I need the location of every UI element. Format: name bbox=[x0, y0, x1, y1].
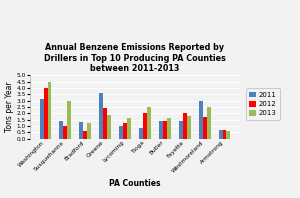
Bar bbox=[68, 101, 71, 139]
Bar bbox=[59, 121, 63, 139]
Bar bbox=[99, 93, 103, 139]
Legend: 2011, 2012, 2013: 2011, 2012, 2013 bbox=[246, 88, 280, 120]
Bar bbox=[159, 121, 163, 139]
Bar bbox=[167, 118, 171, 139]
Bar bbox=[218, 130, 223, 139]
Bar bbox=[123, 123, 127, 139]
Bar bbox=[44, 88, 47, 139]
Bar bbox=[103, 108, 107, 139]
Bar bbox=[40, 99, 44, 139]
Bar bbox=[223, 130, 226, 139]
Bar bbox=[179, 122, 183, 139]
Bar bbox=[143, 113, 147, 139]
Bar bbox=[83, 131, 87, 139]
Bar bbox=[199, 101, 203, 139]
X-axis label: PA Counties: PA Counties bbox=[109, 179, 161, 188]
Bar bbox=[47, 82, 52, 139]
Bar bbox=[207, 107, 211, 139]
Y-axis label: Tons per Year: Tons per Year bbox=[5, 82, 14, 132]
Bar bbox=[79, 122, 83, 139]
Bar bbox=[107, 114, 111, 139]
Bar bbox=[119, 126, 123, 139]
Bar bbox=[226, 131, 230, 139]
Bar bbox=[127, 118, 131, 139]
Bar bbox=[187, 116, 191, 139]
Bar bbox=[147, 107, 151, 139]
Bar bbox=[87, 123, 91, 139]
Title: Annual Benzene Emissions Reported by
Drillers in Top 10 Producing PA Counties
be: Annual Benzene Emissions Reported by Dri… bbox=[44, 43, 226, 73]
Bar bbox=[202, 117, 207, 139]
Bar bbox=[163, 121, 167, 139]
Bar bbox=[139, 129, 143, 139]
Bar bbox=[183, 113, 187, 139]
Bar bbox=[63, 126, 68, 139]
